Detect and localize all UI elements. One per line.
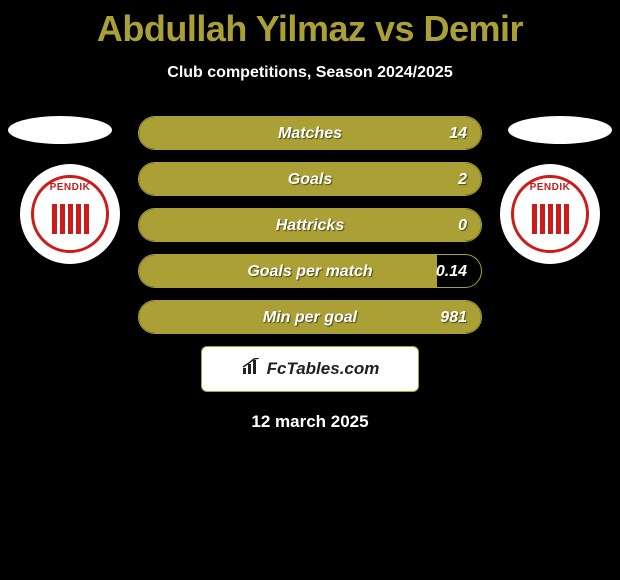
- stat-label: Goals per match: [139, 255, 481, 287]
- club-badge-right-inner: PENDIK: [511, 175, 589, 253]
- comparison-card: Abdullah Yilmaz vs Demir Club competitio…: [0, 0, 620, 580]
- stat-label: Hattricks: [139, 209, 481, 241]
- stat-label: Goals: [139, 163, 481, 195]
- club-badge-left-inner: PENDIK: [31, 175, 109, 253]
- stat-row: Goals per match0.14: [138, 254, 482, 288]
- stat-value: 2: [458, 163, 467, 195]
- stat-row: Hattricks0: [138, 208, 482, 242]
- club-badge-left: PENDIK: [20, 164, 120, 264]
- stat-value: 0: [458, 209, 467, 241]
- club-badge-right: PENDIK: [500, 164, 600, 264]
- player-right-head: [508, 116, 612, 144]
- stat-value: 981: [440, 301, 467, 333]
- stat-row: Goals2: [138, 162, 482, 196]
- page-title: Abdullah Yilmaz vs Demir: [0, 0, 620, 50]
- player-left-head: [8, 116, 112, 144]
- date-text: 12 march 2025: [0, 412, 620, 432]
- stat-value: 0.14: [436, 255, 467, 287]
- chart-icon: [241, 358, 263, 381]
- stats-list: Matches14 Goals2 Hattricks0 Goals per match…: [138, 116, 482, 334]
- stat-label: Matches: [139, 117, 481, 149]
- content-area: PENDIK PENDIK Matches14 Goals2 Hattricks0 G…: [0, 116, 620, 432]
- brand-text: FcTables.com: [267, 359, 380, 379]
- title-text: Abdullah Yilmaz vs Demir: [97, 8, 523, 49]
- club-badge-left-stripes: [48, 204, 92, 234]
- subtitle: Club competitions, Season 2024/2025: [0, 64, 620, 82]
- club-badge-right-label: PENDIK: [514, 182, 586, 193]
- stat-row: Matches14: [138, 116, 482, 150]
- stat-value: 14: [449, 117, 467, 149]
- stat-label: Min per goal: [139, 301, 481, 333]
- brand-card: FcTables.com: [201, 346, 419, 392]
- stat-row: Min per goal981: [138, 300, 482, 334]
- club-badge-left-label: PENDIK: [34, 182, 106, 193]
- club-badge-right-stripes: [528, 204, 572, 234]
